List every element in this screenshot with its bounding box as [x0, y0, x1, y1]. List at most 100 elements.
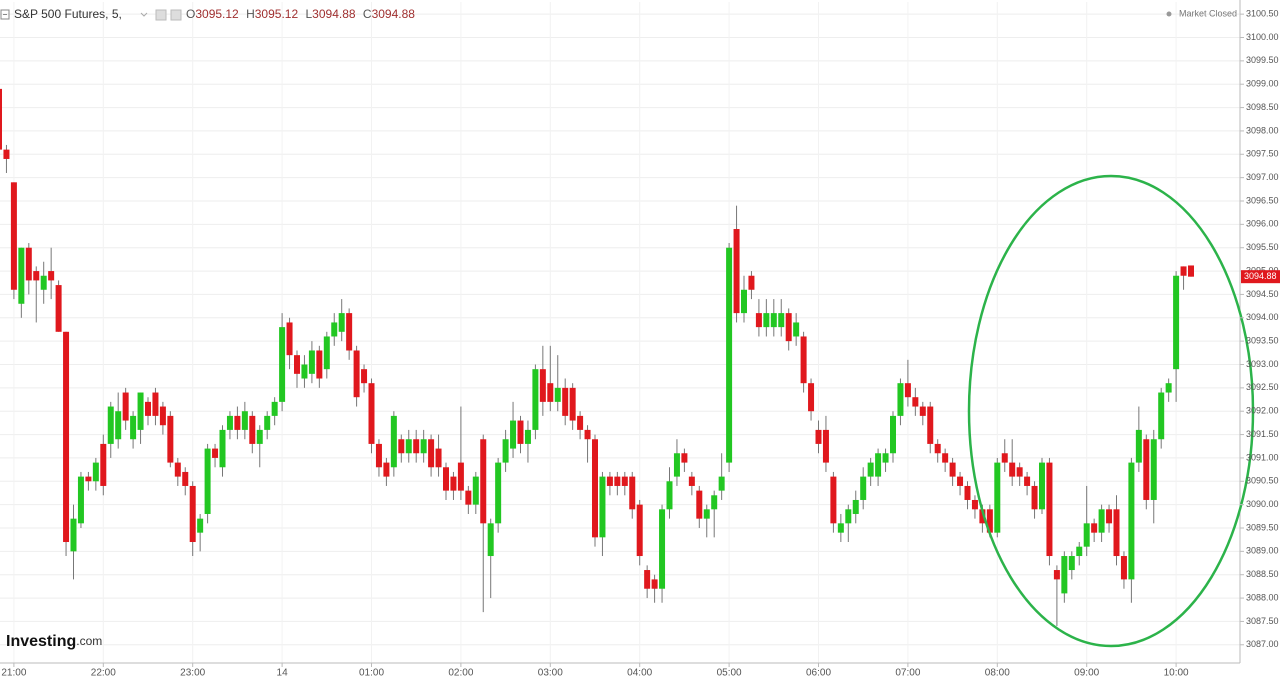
candle-body [741, 289, 747, 314]
candle-body [1053, 570, 1060, 580]
high-label: H [246, 7, 255, 21]
candle-body [539, 369, 546, 402]
candle-body [256, 429, 263, 444]
candle-body [822, 429, 829, 463]
candle-body [748, 275, 755, 290]
x-tick-label: 02:00 [448, 668, 473, 679]
candle-body [375, 443, 382, 468]
y-tick-label: 3094.50 [1246, 289, 1279, 299]
candle-body [25, 247, 32, 281]
candle-body [1165, 383, 1172, 393]
candle-body [1009, 462, 1016, 477]
candle-body [301, 364, 308, 379]
candle-body [92, 462, 99, 482]
candle-body [904, 383, 911, 398]
dropdown-arrow[interactable] [140, 12, 148, 17]
candle-body [368, 383, 375, 444]
open-label: O [186, 7, 195, 21]
y-tick-label: 3089.50 [1246, 522, 1279, 532]
candle-body [197, 518, 204, 533]
candle-body [808, 383, 815, 412]
candle-body [465, 490, 472, 505]
close-label: C [363, 7, 372, 21]
high-value: 3095.12 [255, 7, 299, 21]
x-tick-label: 06:00 [806, 668, 831, 679]
candle-body [316, 350, 323, 379]
candle-body [457, 462, 464, 491]
close-value: 3094.88 [372, 7, 416, 21]
candle-body [130, 415, 137, 440]
candle-body [532, 369, 539, 430]
candle-body [971, 499, 978, 510]
candle-body [621, 476, 628, 486]
candle-body [606, 476, 613, 486]
candle-body [1083, 523, 1090, 547]
logo-suffix: .com [76, 634, 102, 648]
candle-body [942, 453, 949, 463]
axes: 3087.00 3087.50 3088.00 3088.50 3089.00 3089.… [1, 9, 1280, 679]
candle-body [815, 429, 822, 444]
close-icon[interactable] [170, 9, 182, 21]
y-tick-label: 3091.50 [1246, 429, 1279, 439]
candle-body [346, 313, 353, 351]
y-tick-label: 3088.50 [1246, 569, 1279, 579]
y-tick-label: 3097.00 [1246, 172, 1279, 182]
candle-body [271, 401, 278, 416]
status-dot [1166, 11, 1172, 17]
candle-body [219, 429, 226, 468]
header: S&P 500 Futures, 5, O3095.12 H3095.12 L3… [0, 7, 1237, 21]
candle-body [249, 415, 256, 444]
candle-body [107, 406, 114, 444]
collapse-icon[interactable] [0, 9, 10, 20]
candle-body [1031, 485, 1038, 510]
candle-body [1024, 476, 1031, 486]
x-tick-label: 10:00 [1164, 668, 1189, 679]
candle-body [1046, 462, 1053, 557]
candle-body [1106, 509, 1113, 524]
candle-body [487, 523, 494, 557]
candle-body [1113, 509, 1120, 557]
candle-body [331, 322, 338, 337]
candle-body [1180, 266, 1187, 276]
candle-body [361, 369, 368, 384]
candle-body [860, 476, 867, 500]
y-tick-label: 3087.00 [1246, 639, 1279, 649]
y-tick-label: 3089.00 [1246, 546, 1279, 556]
candle-body [420, 439, 427, 454]
candle-body [800, 336, 807, 384]
candle-body [1039, 462, 1045, 510]
candle-body [599, 476, 606, 538]
candle-body [1143, 439, 1150, 500]
candle-body [912, 397, 919, 407]
y-tick-label: 3095.50 [1246, 242, 1279, 252]
candle-body [159, 406, 166, 426]
candle-body [323, 336, 330, 370]
candle-body [919, 406, 926, 416]
candle-body [443, 467, 449, 491]
candle-body [279, 327, 286, 402]
candle-body [0, 88, 2, 150]
candle-body [286, 322, 293, 356]
candle-body [711, 495, 718, 510]
candle-body [875, 453, 882, 477]
candle-body [241, 411, 248, 430]
candle-body [1128, 462, 1135, 580]
candle-body [338, 313, 345, 332]
candle-body [554, 387, 561, 402]
candle-body [85, 476, 92, 482]
y-tick-label: 3093.00 [1246, 359, 1279, 369]
settings-icon[interactable] [155, 9, 167, 21]
candle-body [755, 313, 762, 328]
candle-body [510, 420, 517, 449]
candle-body [949, 462, 956, 477]
y-tick-label: 3092.00 [1246, 406, 1279, 416]
candle-body [182, 471, 189, 486]
candle-body [770, 313, 777, 328]
y-tick-label: 3092.50 [1246, 382, 1279, 392]
candle-body [1091, 523, 1098, 533]
highlight-ellipse [967, 174, 1255, 648]
x-tick-label: 23:00 [180, 668, 205, 679]
y-tick-label: 3099.00 [1246, 79, 1279, 89]
candle-body [659, 509, 666, 589]
candle-body [390, 415, 397, 468]
